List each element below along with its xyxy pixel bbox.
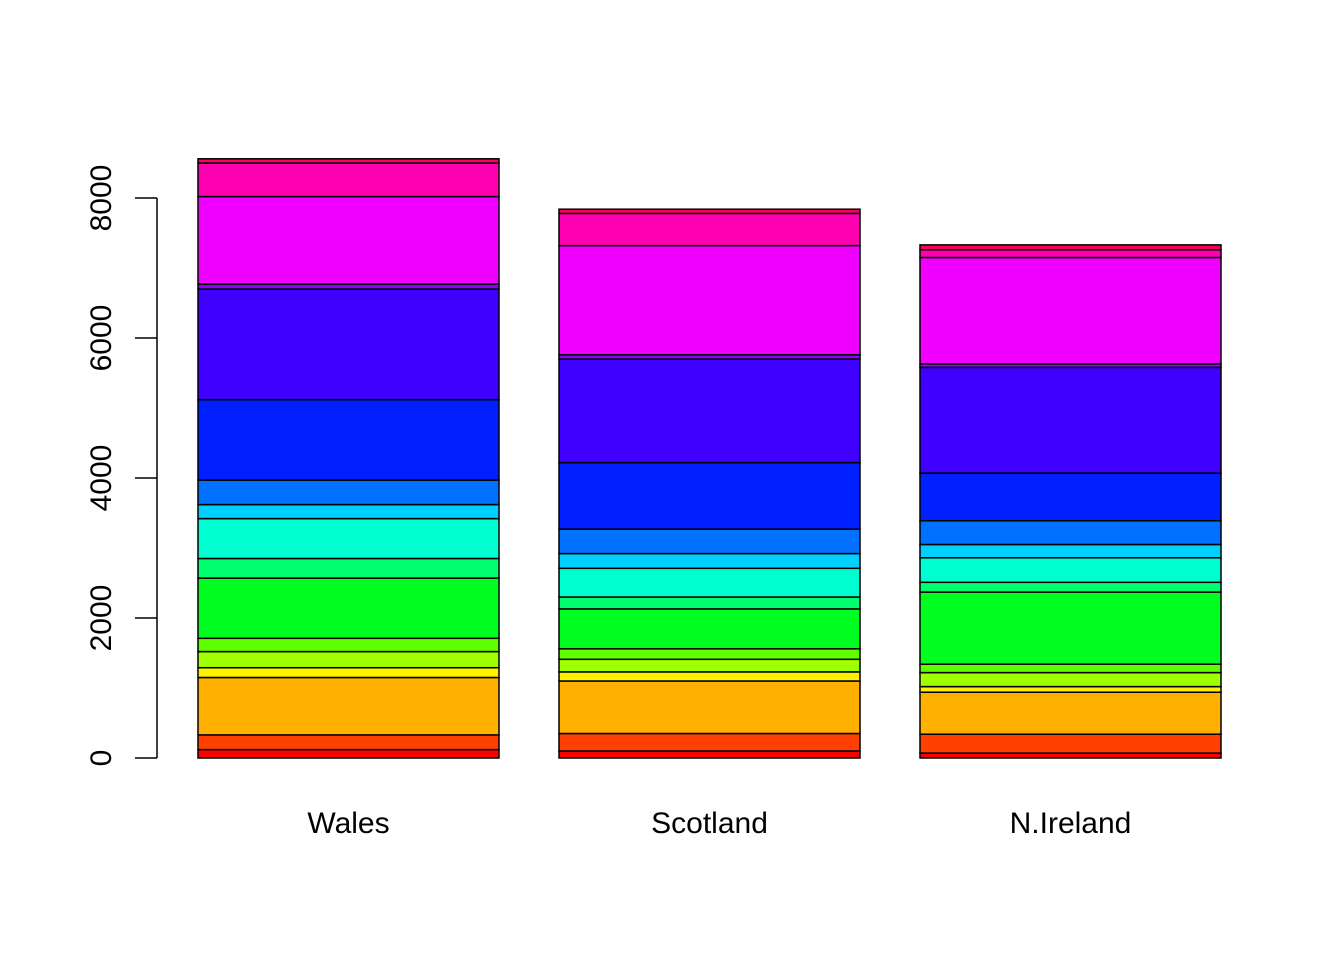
x-tick-label: Wales [307,807,389,840]
bar-segment [197,479,500,506]
bar-segment [197,637,500,653]
bar-segment [919,543,1222,559]
bar-segment [197,162,500,198]
bar-segment [197,577,500,640]
y-tick-label: 0 [85,750,118,767]
bar-segment [919,249,1222,259]
bar-segment [558,552,861,570]
x-axis-labels: Wales Scotland N.Ireland [307,807,1131,840]
bar-segment [919,663,1222,674]
bar-segment [919,691,1222,735]
bar-segment [558,596,861,610]
bar-segment [919,519,1222,546]
bar-segment [197,650,500,669]
bar-segment [558,212,861,247]
bar-segment [919,733,1222,754]
bar-segment [558,461,861,530]
bar-segment [197,158,500,164]
bar-segment [919,472,1222,522]
bar-segment [197,676,500,736]
bars-layer [197,158,1222,759]
y-tick-label: 2000 [85,585,118,652]
bar-segment [197,557,500,579]
bar-segment [558,244,861,356]
y-tick-label: 4000 [85,445,118,512]
bar-segment [558,732,861,752]
bar-segment [197,666,500,679]
bar-segment [197,503,500,520]
bar-segment [919,685,1222,693]
bar-segment [197,748,500,759]
bar-segment [558,750,861,759]
bar-segment [558,671,861,682]
y-tick-label: 6000 [85,305,118,372]
bar-segment [558,528,861,555]
bar-segment [197,734,500,751]
bar-segment [919,581,1222,593]
bar-segment [919,591,1222,665]
bar-segment [197,398,500,481]
bar-segment [197,288,500,401]
bar-segment [197,195,500,285]
bar-segment [558,208,861,215]
bar-segment [558,608,861,650]
y-axis: 0 2000 4000 6000 8000 [85,165,158,767]
bar-segment [558,567,861,598]
bar-segment [558,658,861,673]
bar-segment [919,244,1222,251]
x-tick-label: N.Ireland [1010,807,1132,840]
bar-segment [919,557,1222,584]
bar-segment [919,366,1222,474]
bar-segment [919,256,1222,365]
y-tick-label: 8000 [85,165,118,232]
bar-segment [558,680,861,735]
x-tick-label: Scotland [651,807,768,840]
bar-segment [197,517,500,560]
bar-segment [558,358,861,464]
bar-segment [919,671,1222,688]
bar-segment [558,648,861,661]
